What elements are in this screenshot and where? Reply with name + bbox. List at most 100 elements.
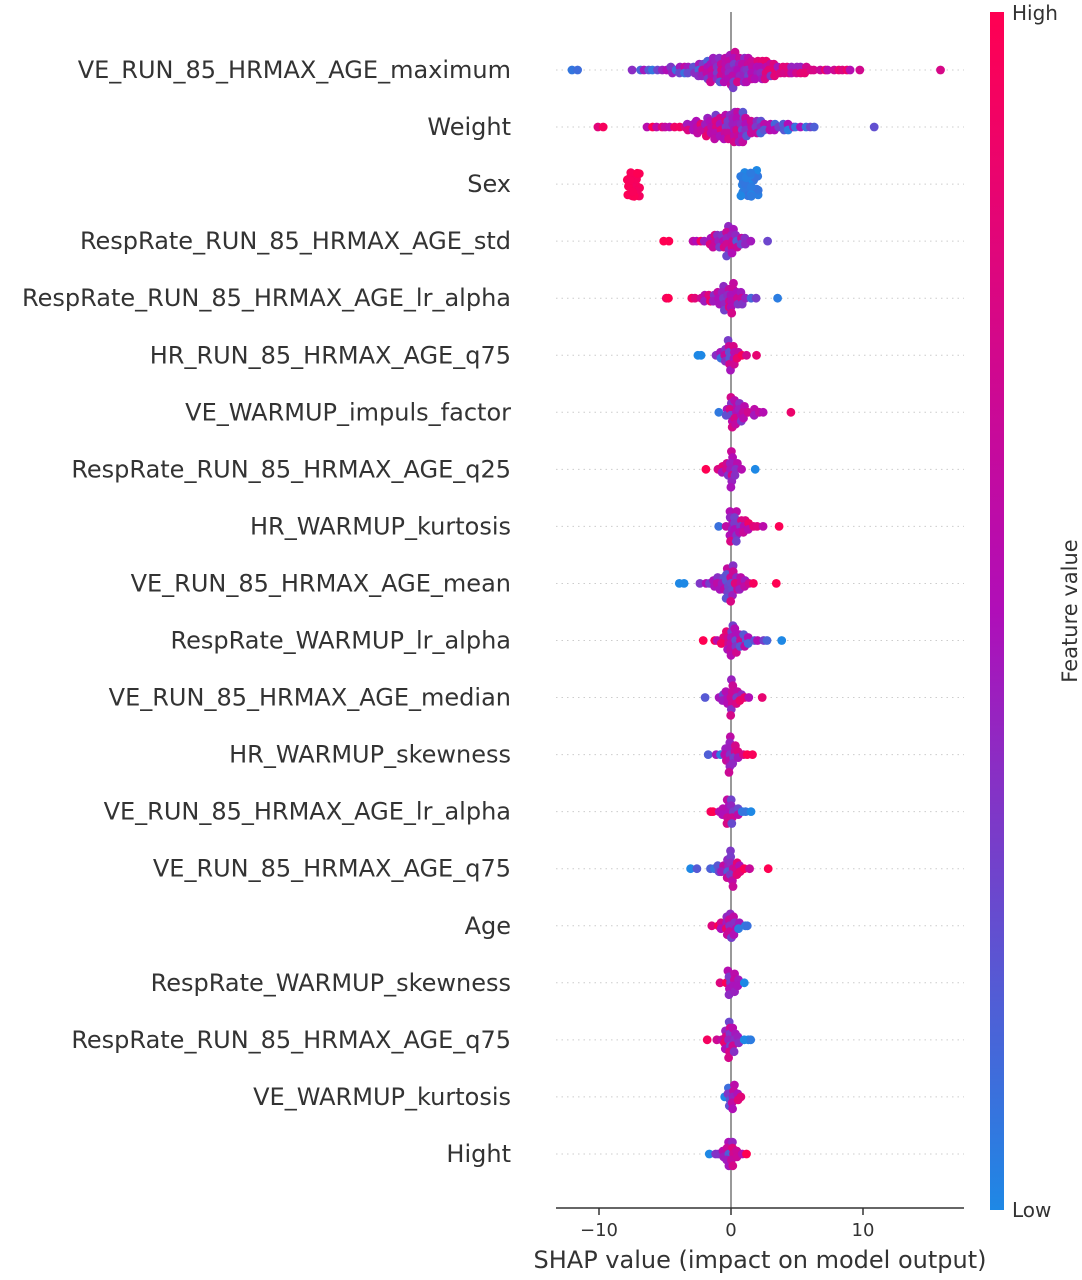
feature-label: RespRate_RUN_85_HRMAX_AGE_lr_alpha — [22, 284, 511, 312]
shap-point — [695, 579, 705, 588]
shap-point — [774, 522, 784, 531]
shap-point — [730, 470, 740, 480]
shap-point — [753, 636, 762, 645]
feature-label: VE_RUN_85_HRMAX_AGE_median — [109, 684, 511, 712]
shap-point — [742, 350, 751, 360]
shap-point — [598, 122, 608, 132]
feature-label: HR_WARMUP_kurtosis — [250, 512, 511, 540]
shap-point — [731, 536, 741, 546]
shap-point — [714, 407, 724, 417]
shap-point — [707, 921, 717, 931]
shap-point — [757, 693, 767, 702]
shap-point — [714, 522, 724, 531]
shap-point — [727, 308, 737, 318]
shap-point — [698, 636, 708, 645]
shap-point — [626, 168, 636, 178]
shap-point — [729, 930, 739, 940]
shap-point — [692, 864, 702, 874]
shap-point — [633, 168, 642, 178]
shap-point — [726, 482, 736, 492]
feature-label: RespRate_WARMUP_skewness — [151, 969, 511, 997]
shap-point — [809, 122, 819, 132]
shap-point — [739, 978, 749, 988]
shap-point — [690, 293, 700, 303]
feature-label: Sex — [467, 170, 511, 198]
shap-point — [703, 750, 713, 759]
shap-point — [728, 1104, 737, 1114]
shap-point — [745, 864, 754, 874]
shap-point — [701, 464, 711, 474]
shap-point — [686, 864, 695, 874]
shap-point — [845, 65, 855, 75]
shap-point — [700, 693, 710, 702]
shap-point — [786, 407, 796, 417]
colorbar-title: Feature value — [1058, 539, 1082, 682]
shap-point — [742, 921, 752, 931]
shap-point — [855, 65, 865, 75]
shap-point — [758, 522, 768, 531]
shap-point — [746, 807, 756, 816]
shap-points — [567, 47, 945, 1171]
shap-point — [750, 464, 760, 474]
shap-point — [664, 293, 673, 303]
shap-point — [777, 636, 787, 645]
shap-point — [734, 924, 743, 934]
shap-point — [746, 191, 756, 201]
feature-label: RespRate_RUN_85_HRMAX_AGE_q25 — [71, 455, 511, 483]
feature-labels: VE_RUN_85_HRMAX_AGE_maximum Weight Sex Resp… — [22, 56, 511, 1168]
shap-point — [664, 236, 674, 246]
shap-point — [751, 293, 761, 303]
colorbar-gradient — [990, 12, 1004, 1210]
feature-label: HR_RUN_85_HRMAX_AGE_q75 — [150, 341, 511, 369]
feature-rows — [556, 69, 964, 1155]
shap-point — [728, 1161, 738, 1171]
feature-label: RespRate_RUN_85_HRMAX_AGE_std — [80, 227, 511, 255]
shap-point — [625, 175, 635, 185]
shap-point — [763, 864, 773, 874]
x-tick-label: −10 — [580, 1220, 618, 1241]
shap-point — [727, 819, 737, 828]
shap-point — [762, 636, 772, 645]
shap-point — [715, 978, 725, 988]
shap-point — [724, 768, 734, 777]
shap-point — [726, 596, 736, 606]
x-tick-label: 0 — [725, 1220, 736, 1241]
shap-point — [627, 65, 637, 75]
shap-point — [727, 248, 737, 258]
shap-point — [746, 168, 756, 178]
shap-point — [823, 65, 832, 75]
shap-point — [736, 191, 746, 201]
shap-point — [748, 750, 757, 759]
shap-point — [744, 693, 754, 702]
shap-point — [749, 579, 758, 588]
feature-label: VE_RUN_85_HRMAX_AGE_maximum — [78, 56, 511, 84]
x-tick-label: 10 — [852, 1220, 875, 1241]
shap-point — [746, 236, 756, 246]
shap-point — [573, 65, 582, 75]
shap-point — [737, 464, 746, 474]
feature-label: VE_RUN_85_HRMAX_AGE_mean — [131, 569, 511, 597]
feature-label: RespRate_RUN_85_HRMAX_AGE_q75 — [71, 1026, 511, 1054]
shap-point — [708, 242, 718, 252]
shap-point — [679, 579, 689, 588]
colorbar-high-label: High — [1012, 1, 1058, 25]
shap-point — [728, 882, 738, 891]
shap-point — [742, 1149, 751, 1159]
feature-label: HR_WARMUP_skewness — [229, 741, 511, 769]
feature-label: Weight — [427, 113, 511, 141]
shap-point — [750, 74, 760, 84]
shap-point — [739, 413, 748, 423]
feature-label: RespRate_WARMUP_lr_alpha — [171, 627, 511, 655]
colorbar-low-label: Low — [1012, 1198, 1051, 1222]
x-axis: −10 0 10 — [556, 1207, 964, 1241]
shap-point — [773, 293, 782, 303]
feature-label: Age — [465, 912, 511, 940]
shap-point — [706, 77, 715, 87]
shap-point — [708, 807, 718, 816]
shap-point — [752, 350, 761, 360]
feature-label: VE_WARMUP_impuls_factor — [185, 398, 511, 426]
shap-point — [746, 1035, 756, 1045]
shap-point — [771, 579, 781, 588]
feature-label: VE_RUN_85_HRMAX_AGE_q75 — [153, 855, 511, 883]
shap-point — [758, 407, 768, 417]
